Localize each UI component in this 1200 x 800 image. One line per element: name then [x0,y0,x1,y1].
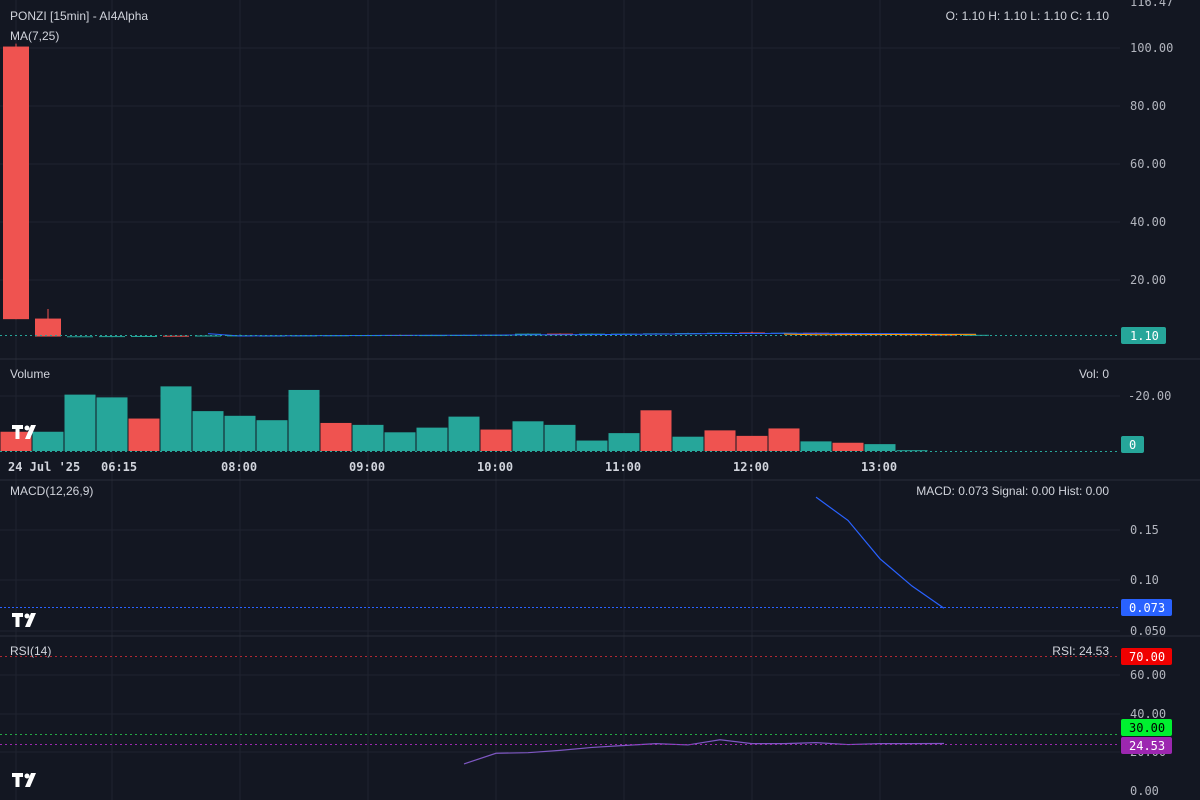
price-tick-label: 116.47 [1130,0,1173,9]
volume-readout: Vol: 0 [1079,367,1109,381]
time-tick-label: 13:00 [861,460,897,474]
volume-last-value: 0 [1129,438,1136,452]
time-tick-label: 10:00 [477,460,513,474]
volume-bar [608,433,640,451]
grid-lines [0,0,1120,800]
volume-bar [864,444,896,451]
time-tick-label: 08:00 [221,460,257,474]
rsi-overbought-tag [1121,648,1172,665]
volume-bar [544,424,576,451]
rsi-readout: RSI: 24.53 [1052,644,1109,658]
time-tick-label: 09:00 [349,460,385,474]
volume-tick-label: -20.00 [1128,389,1171,403]
candle-body [35,318,61,337]
volume-bar [192,411,224,451]
volume-last-tag [1121,436,1144,453]
chart-title: PONZI [15min] - AI4Alpha [10,9,148,23]
volume-bar [64,394,96,451]
last-price-value: 1.10 [1130,329,1159,343]
price-tick-label: 60.00 [1130,157,1166,171]
volume-bar [224,415,256,451]
candle-body [195,335,221,337]
candle-body [163,335,189,337]
macd-last-value: 0.073 [1129,601,1165,615]
tradingview-logo-icon[interactable] [12,613,36,627]
candle-body [67,336,93,338]
rsi-last-value: 24.53 [1129,739,1165,753]
volume-bar [896,450,928,452]
macd-tick-label: 0.10 [1130,573,1159,587]
price-tick-label: 20.00 [1130,273,1166,287]
volume-bar [160,386,192,451]
volume-bar [512,421,544,451]
rsi-tick-label: 60.00 [1130,668,1166,682]
rsi-oversold-tag [1121,719,1172,736]
ohlc-readout: O: 1.10 H: 1.10 L: 1.10 C: 1.10 [946,9,1110,23]
volume-bar [320,422,352,451]
macd-readout: MACD: 0.073 Signal: 0.00 Hist: 0.00 [916,484,1109,498]
candle-body [131,335,157,337]
volume-bar [256,420,288,451]
volume-bar [768,428,800,451]
price-tick-label: 40.00 [1130,215,1166,229]
candle-body [515,333,541,335]
rsi-last-tag [1121,737,1172,754]
candle-body [3,46,29,320]
volume-bar [480,429,512,451]
rsi-tick-label: 0.00 [1130,784,1159,798]
volume-bar [352,424,384,451]
macd-series [815,496,945,609]
rsi-series [463,739,945,765]
volume-label[interactable]: Volume [10,367,50,381]
time-tick-label: 24 Jul '25 [8,460,80,474]
tradingview-logo-icon[interactable] [12,773,36,787]
volume-series [0,386,928,452]
volume-bar [800,441,832,451]
volume-bar [96,397,128,451]
macd-last-tag [1121,599,1172,616]
volume-bar [576,440,608,451]
volume-bar [448,416,480,451]
tradingview-logo-icon[interactable] [12,425,36,439]
rsi-oversold-value: 30.00 [1129,721,1165,735]
volume-bar [128,418,160,451]
macd-line [815,496,945,609]
volume-bar [288,389,320,451]
ma-slow-line [783,333,977,336]
volume-bar [384,432,416,451]
time-tick-label: 12:00 [733,460,769,474]
macd-label[interactable]: MACD(12,26,9) [10,484,93,498]
volume-bar [672,436,704,451]
ma-indicator-label[interactable]: MA(7,25) [10,29,59,43]
rsi-overbought-value: 70.00 [1129,650,1165,664]
price-tick-label: 80.00 [1130,99,1166,113]
rsi-line [463,739,945,765]
candle-body [99,336,125,338]
price-tick-label: 100.00 [1130,41,1173,55]
candle-body [931,334,957,336]
volume-bar [704,430,736,451]
candle-body [547,333,573,335]
candlestick-series [3,43,989,338]
volume-bar [832,442,864,451]
rsi-label[interactable]: RSI(14) [10,644,51,658]
time-tick-label: 06:15 [101,460,137,474]
volume-bar [32,431,64,451]
rsi-tick-label: 40.00 [1130,707,1166,721]
macd-tick-label: 0.050 [1130,624,1166,638]
volume-bar [640,410,672,451]
time-tick-label: 11:00 [605,460,641,474]
volume-bar [0,431,32,451]
volume-bar [416,427,448,451]
macd-tick-label: 0.15 [1130,523,1159,537]
volume-bar [736,435,768,451]
last-price-tag [1121,327,1166,344]
